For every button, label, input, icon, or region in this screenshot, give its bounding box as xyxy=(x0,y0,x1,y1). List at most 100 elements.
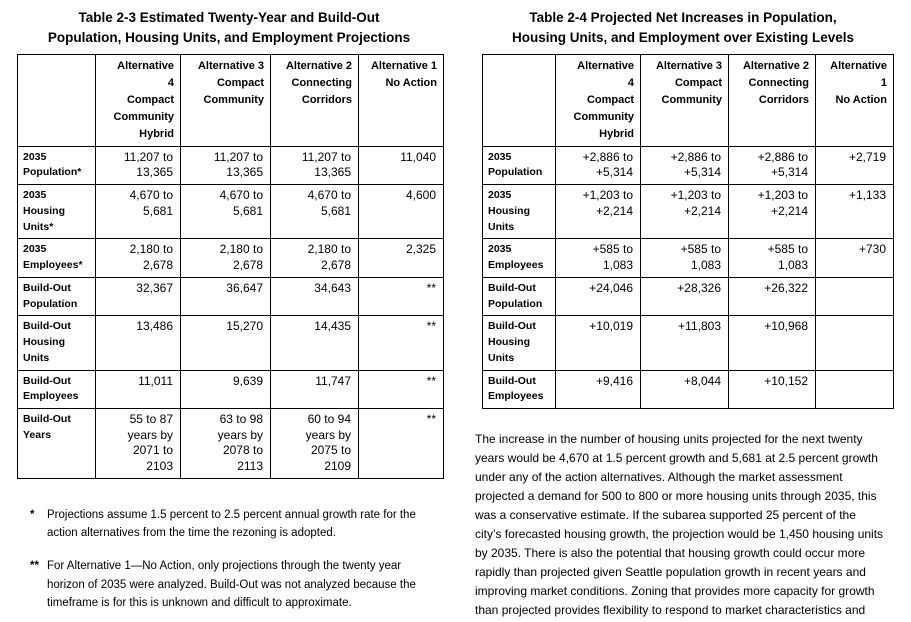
col-header-alternative-3: Alternative 3 Compact Community xyxy=(180,53,271,147)
col-header-alternative-1: Alternative 1 No Action xyxy=(815,53,894,147)
data-cell: +11,803 xyxy=(640,315,729,371)
data-cell: ** xyxy=(358,315,444,371)
data-cell: ** xyxy=(358,408,444,479)
data-cell: +10,968 xyxy=(728,315,816,371)
table-2-4-title-line2: Housing Units, and Employment over Exist… xyxy=(511,30,855,46)
data-cell: +26,322 xyxy=(728,276,816,317)
table-row-buildout-employees: Build-Out Employees +9,416 +8,044 +10,15… xyxy=(482,369,894,410)
table-2-4-section: Table 2-4 Projected Net Increases in Pop… xyxy=(455,0,911,622)
data-cell: +10,152 xyxy=(728,369,816,410)
col-header-alternative-2: Alternative 2 Connecting Corridors xyxy=(270,53,359,147)
data-cell xyxy=(815,369,894,410)
footnote-marker: * xyxy=(30,508,35,521)
data-cell: 63 to 98 years by 2078 to 2113 xyxy=(180,408,271,479)
data-cell: +9,416 xyxy=(555,369,641,410)
table-row-2035-housing-units: 2035 Housing Units* 4,670 to 5,681 4,670… xyxy=(17,184,444,240)
data-cell: +2,886 to +5,314 xyxy=(555,145,641,186)
data-cell: +585 to 1,083 xyxy=(555,238,641,278)
row-label: 2035 Population xyxy=(482,145,556,186)
row-label: 2035 Employees xyxy=(482,238,556,278)
housing-growth-paragraph: The increase in the number of housing un… xyxy=(475,432,884,622)
table-row-2035-employees: 2035 Employees +585 to 1,083 +585 to 1,0… xyxy=(482,238,894,278)
row-label: 2035 Population* xyxy=(17,145,96,186)
data-cell: +2,886 to +5,314 xyxy=(728,145,816,186)
table-2-3-section: Table 2-3 Estimated Twenty-Year and Buil… xyxy=(0,0,455,622)
table-2-3-title-line1: Table 2-3 Estimated Twenty-Year and Buil… xyxy=(78,10,380,25)
data-cell: 11,747 xyxy=(270,369,359,410)
data-cell: 4,670 to 5,681 xyxy=(95,184,181,240)
data-cell: 15,270 xyxy=(180,315,271,371)
data-cell: ** xyxy=(358,369,444,410)
footnote-text: For Alternative 1—No Action, only projec… xyxy=(47,560,416,610)
table-row-2035-population: 2035 Population* 11,207 to 13,365 11,207… xyxy=(17,145,444,186)
data-cell: +1,203 to +2,214 xyxy=(555,184,641,240)
data-cell: +24,046 xyxy=(555,276,641,317)
table-row-buildout-population: Build-Out Population +24,046 +28,326 +26… xyxy=(482,276,894,317)
row-label: Build-Out Population xyxy=(17,276,96,317)
footnote-single-asterisk: * Projections assume 1.5 percent to 2.5 … xyxy=(30,506,434,543)
row-label: Build-Out Housing Units xyxy=(482,315,556,371)
data-cell: 11,011 xyxy=(95,369,181,410)
data-cell: +585 to 1,083 xyxy=(728,238,816,278)
data-cell: 34,643 xyxy=(270,276,359,317)
data-cell: +10,019 xyxy=(555,315,641,371)
col-header-alternative-4: Alternative 4 Compact Community Hybrid xyxy=(555,53,641,147)
data-cell: +8,044 xyxy=(640,369,729,410)
table-2-3-title: Table 2-3 Estimated Twenty-Year and Buil… xyxy=(14,8,444,49)
header-row: Alternative 4 Compact Community Hybrid A… xyxy=(17,53,444,147)
col-header-alternative-1: Alternative 1 No Action xyxy=(358,53,444,147)
data-cell: 2,180 to 2,678 xyxy=(270,238,359,278)
row-label: 2035 Employees* xyxy=(17,238,96,278)
data-cell: 36,647 xyxy=(180,276,271,317)
table-row-buildout-years: Build-Out Years 55 to 87 years by 2071 t… xyxy=(17,408,444,479)
data-cell: 4,600 xyxy=(358,184,444,240)
data-cell: 14,435 xyxy=(270,315,359,371)
table-2-3-title-line2: Population, Housing Units, and Employmen… xyxy=(47,30,411,46)
data-cell: 13,486 xyxy=(95,315,181,371)
row-label: 2035 Housing Units xyxy=(482,184,556,240)
row-label: Build-Out Housing Units xyxy=(17,315,96,371)
col-header-alternative-2: Alternative 2 Connecting Corridors xyxy=(728,53,816,147)
corner-cell xyxy=(482,53,556,147)
data-cell: +585 to 1,083 xyxy=(640,238,729,278)
data-cell: +1,203 to +2,214 xyxy=(728,184,816,240)
corner-cell xyxy=(17,53,96,147)
data-cell: 2,180 to 2,678 xyxy=(95,238,181,278)
data-cell: 2,180 to 2,678 xyxy=(180,238,271,278)
row-label: Build-Out Population xyxy=(482,276,556,317)
table-2-4-title-line1: Table 2-4 Projected Net Increases in Pop… xyxy=(529,10,837,25)
data-cell: 11,207 to 13,365 xyxy=(95,145,181,186)
footnote-text: Projections assume 1.5 percent to 2.5 pe… xyxy=(47,508,416,539)
footnotes: * Projections assume 1.5 percent to 2.5 … xyxy=(30,506,434,613)
data-cell: 11,207 to 13,365 xyxy=(180,145,271,186)
row-label: Build-Out Years xyxy=(17,408,96,479)
data-cell: 4,670 to 5,681 xyxy=(270,184,359,240)
table-row-2035-housing-units: 2035 Housing Units +1,203 to +2,214 +1,2… xyxy=(482,184,894,240)
table-row-buildout-housing-units: Build-Out Housing Units +10,019 +11,803 … xyxy=(482,315,894,371)
footnote-double-asterisk: ** For Alternative 1—No Action, only pro… xyxy=(30,557,434,612)
row-label: Build-Out Employees xyxy=(17,369,96,410)
data-cell: 55 to 87 years by 2071 to 2103 xyxy=(95,408,181,479)
data-cell: +2,719 xyxy=(815,145,894,186)
col-header-alternative-3: Alternative 3 Compact Community xyxy=(640,53,729,147)
data-cell: 2,325 xyxy=(358,238,444,278)
data-cell xyxy=(815,315,894,371)
data-cell: 11,040 xyxy=(358,145,444,186)
data-cell: +730 xyxy=(815,238,894,278)
data-cell: 32,367 xyxy=(95,276,181,317)
data-cell: 60 to 94 years by 2075 to 2109 xyxy=(270,408,359,479)
table-row-buildout-employees: Build-Out Employees 11,011 9,639 11,747 … xyxy=(17,369,444,410)
table-2-4-title: Table 2-4 Projected Net Increases in Pop… xyxy=(473,8,893,49)
net-increases-table: Alternative 4 Compact Community Hybrid A… xyxy=(482,53,894,410)
projections-table: Alternative 4 Compact Community Hybrid A… xyxy=(17,53,444,479)
data-cell: +1,203 to +2,214 xyxy=(640,184,729,240)
data-cell: 11,207 to 13,365 xyxy=(270,145,359,186)
data-cell: +28,326 xyxy=(640,276,729,317)
table-row-2035-employees: 2035 Employees* 2,180 to 2,678 2,180 to … xyxy=(17,238,444,278)
data-cell: +2,886 to +5,314 xyxy=(640,145,729,186)
footnote-marker: ** xyxy=(30,560,39,573)
header-row: Alternative 4 Compact Community Hybrid A… xyxy=(482,53,894,147)
data-cell: 4,670 to 5,681 xyxy=(180,184,271,240)
table-row-buildout-housing-units: Build-Out Housing Units 13,486 15,270 14… xyxy=(17,315,444,371)
